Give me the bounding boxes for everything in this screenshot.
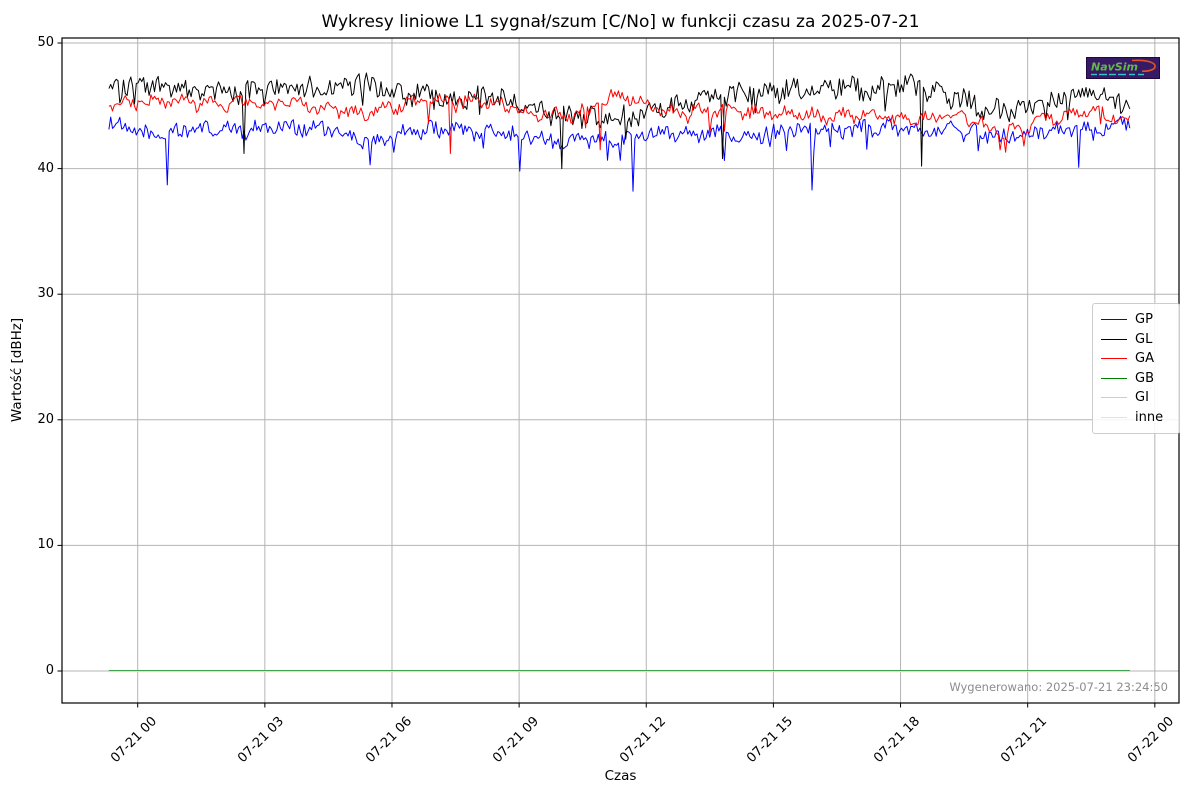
y-tick-label: 40 bbox=[37, 160, 54, 176]
legend-label: GA bbox=[1135, 351, 1154, 367]
legend-label: GL bbox=[1135, 331, 1153, 347]
legend-line-sample bbox=[1101, 319, 1127, 321]
legend: GP GL GA GB GI inne bbox=[1092, 303, 1180, 434]
y-tick-label: 20 bbox=[37, 411, 54, 427]
legend-item-GP: GP bbox=[1101, 310, 1171, 330]
watermark-logo: NavSim bbox=[1086, 57, 1160, 79]
series-GP bbox=[108, 115, 1131, 192]
y-tick-label: 10 bbox=[37, 537, 54, 553]
legend-label: inne bbox=[1135, 409, 1164, 425]
legend-line-sample bbox=[1101, 397, 1127, 399]
legend-line-sample bbox=[1101, 416, 1127, 418]
axes-spines bbox=[61, 37, 1180, 704]
y-tick-label: 0 bbox=[45, 663, 54, 678]
logo-background bbox=[1086, 57, 1160, 79]
legend-line-sample bbox=[1101, 338, 1127, 340]
legend-label: GB bbox=[1135, 370, 1154, 386]
generated-timestamp: Wygenerowano: 2025-07-21 23:24:50 bbox=[949, 680, 1168, 694]
legend-item-GA: GA bbox=[1101, 349, 1171, 369]
legend-label: GP bbox=[1135, 312, 1153, 328]
legend-label: GI bbox=[1135, 390, 1149, 406]
legend-item-GB: GB bbox=[1101, 369, 1171, 389]
chart-title: Wykresy liniowe L1 sygnał/szum [C/No] w … bbox=[321, 12, 920, 32]
y-tick-label: 30 bbox=[37, 286, 54, 302]
legend-line-sample bbox=[1101, 358, 1127, 360]
legend-item-GL: GL bbox=[1101, 330, 1171, 350]
series-GA bbox=[108, 89, 1131, 154]
tick-marks bbox=[57, 42, 1156, 708]
x-axis-label: Czas bbox=[604, 768, 637, 784]
logo-swoosh-icon bbox=[1131, 59, 1156, 73]
y-tick-label: 50 bbox=[37, 35, 54, 50]
legend-item-GI: GI bbox=[1101, 388, 1171, 408]
grid bbox=[62, 38, 1179, 703]
legend-item-inne: inne bbox=[1101, 408, 1171, 428]
logo-text: NavSim bbox=[1091, 61, 1138, 74]
series-GL bbox=[108, 72, 1131, 170]
legend-line-sample bbox=[1101, 377, 1127, 379]
